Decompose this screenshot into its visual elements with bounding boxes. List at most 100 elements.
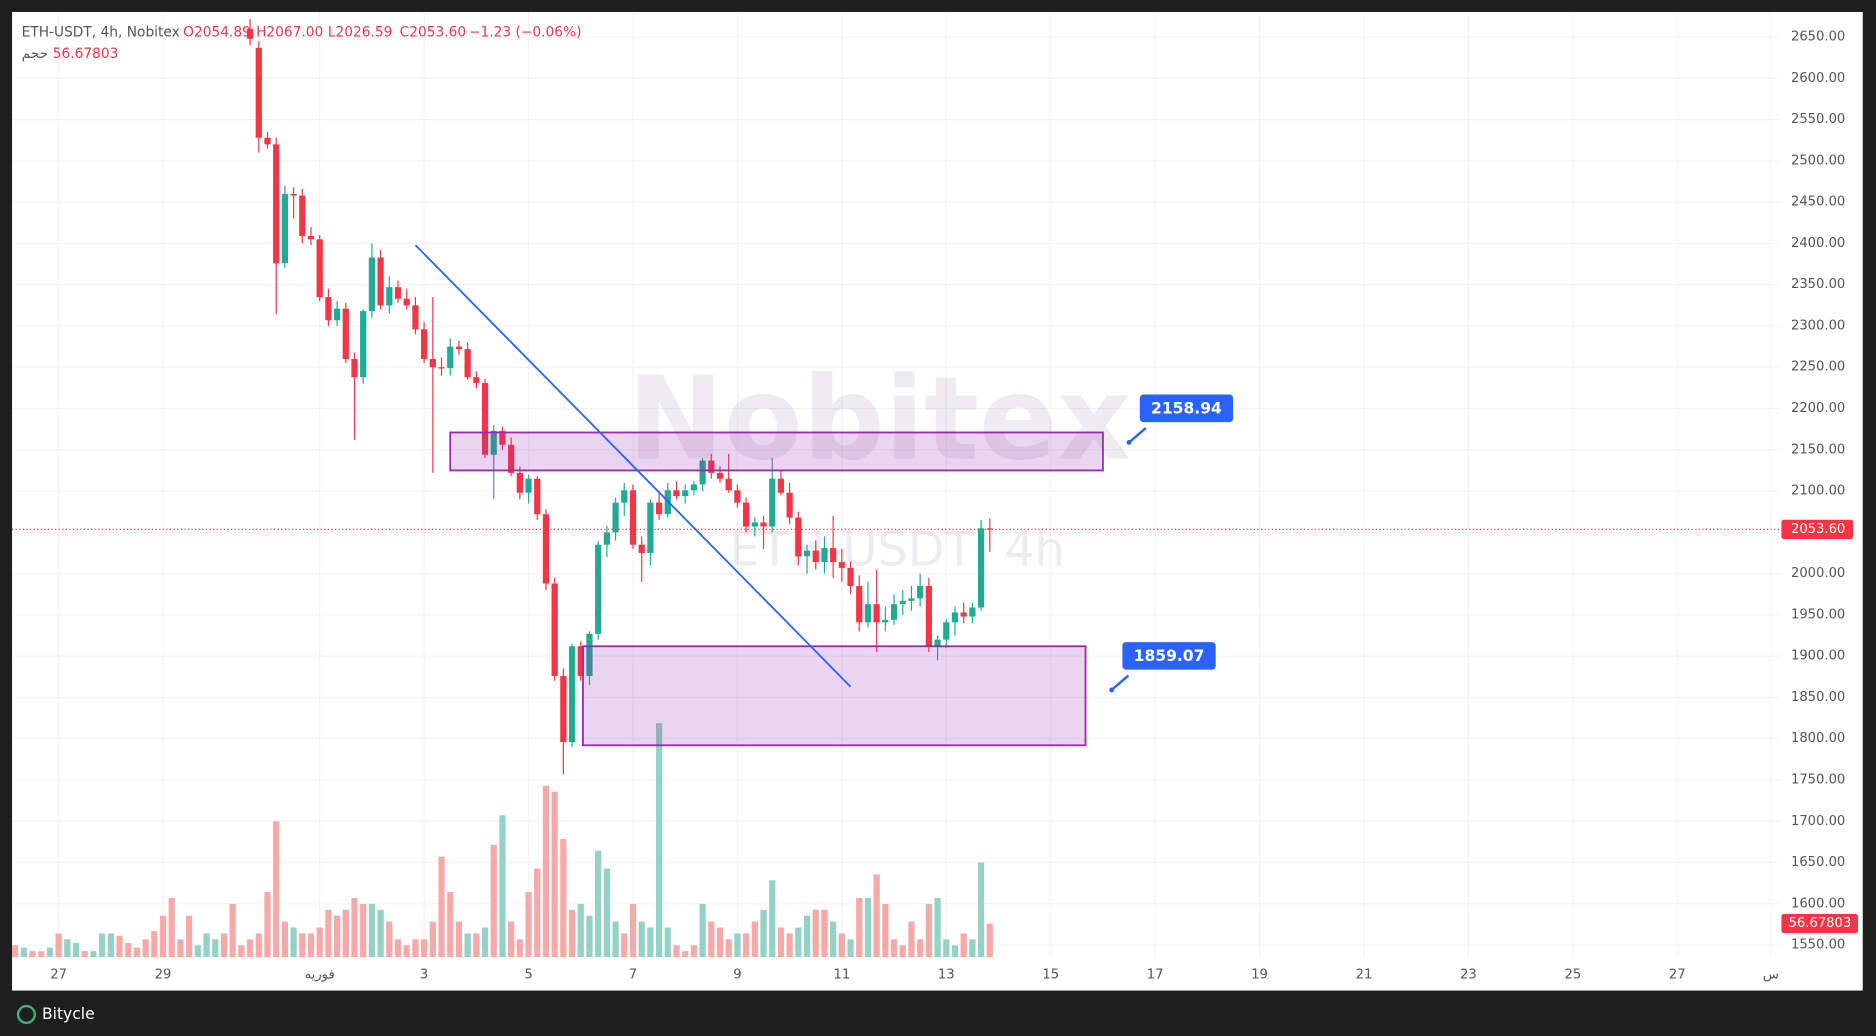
volume-bar (64, 939, 71, 958)
x-tick-label: 27 (1669, 967, 1686, 982)
x-tick-label: 17 (1147, 967, 1164, 982)
last-price-label: 2053.60 (1791, 522, 1845, 537)
candle-body (316, 239, 323, 298)
volume-bar (743, 933, 750, 958)
volume-bar (655, 723, 663, 958)
candle-body (734, 490, 741, 503)
volume-bar (360, 903, 367, 958)
candle-body (447, 346, 454, 369)
callout-pointer (1110, 674, 1130, 691)
volume-bar (560, 838, 567, 958)
candle-body (508, 444, 515, 473)
volume-bar (273, 821, 280, 958)
last-price-tag (1781, 519, 1854, 539)
candle-body (899, 600, 906, 605)
volume-bar (534, 868, 541, 958)
volume-bar (890, 939, 898, 958)
watermark-symbol: ETH-USDT, 4h (730, 523, 1065, 578)
volume-bar (281, 921, 288, 958)
candle-body (847, 567, 854, 586)
volume-bar (473, 933, 480, 958)
volume-bar (664, 927, 671, 958)
candle-body (595, 544, 602, 634)
candle-body (273, 144, 280, 264)
candle-body (716, 472, 724, 479)
y-tick-label: 2000.00 (1791, 566, 1845, 581)
candle-body (464, 349, 471, 378)
candle-body (499, 430, 506, 445)
candle-body (943, 622, 950, 640)
plot-area (12, 18, 993, 958)
candle-body (882, 619, 889, 623)
volume-bar (986, 923, 993, 958)
candle-body (951, 612, 959, 623)
volume-bar (490, 844, 497, 958)
footer-brand[interactable]: Bitycle (42, 1005, 95, 1023)
volume-bar (812, 909, 819, 958)
volume-bar (856, 897, 863, 958)
y-tick-label: 1550.00 (1791, 938, 1845, 953)
y-tick-label: 2500.00 (1791, 153, 1845, 168)
candle-body (986, 528, 993, 530)
candle-body (525, 478, 532, 493)
volume-bar (934, 897, 941, 958)
volume-bar (708, 921, 715, 958)
volume-bar (899, 945, 906, 958)
candle-body (760, 522, 767, 527)
y-tick-label: 2300.00 (1791, 318, 1845, 333)
volume-bar (55, 933, 62, 958)
x-tick-label: 9 (733, 967, 741, 982)
x-tick-label: 25 (1564, 967, 1581, 982)
volume-bar (81, 951, 88, 958)
volume-bar (438, 856, 445, 958)
volume-bar (142, 939, 149, 958)
candle-body (333, 308, 341, 321)
volume-bar (125, 942, 132, 958)
volume-bar (603, 868, 610, 958)
x-tick-label: 29 (155, 967, 172, 982)
volume-bar (612, 921, 619, 958)
volume-bar (786, 933, 793, 958)
candle-body (351, 358, 358, 378)
axes: 2650.00 2600.00 2550.00 2500.00 2450.00 2400.… (50, 30, 1858, 982)
candle-body (812, 550, 819, 563)
volume-bar (621, 933, 628, 958)
volume-bar (838, 933, 845, 958)
x-tick-label: 5 (524, 967, 532, 982)
candle-body (864, 604, 872, 623)
volume-bar (690, 945, 698, 958)
volume-bar (299, 933, 306, 958)
candle-body (725, 478, 732, 491)
legend-change: −1.23 (−0.06%) (469, 24, 581, 40)
volume-bar (699, 903, 706, 958)
volume-bar (821, 909, 828, 958)
volume-bar (751, 921, 758, 958)
volume-bar (542, 785, 550, 958)
candle-body (325, 297, 332, 321)
volume-bar (368, 903, 376, 958)
volume-bar (151, 931, 158, 958)
y-tick-label: 2650.00 (1791, 30, 1845, 45)
price-zone (449, 431, 1104, 472)
volume-bar (725, 939, 732, 958)
volume-bar (72, 942, 80, 958)
volume-bar (447, 892, 454, 958)
legend-open: O2054.89 (183, 24, 251, 40)
callout-label: 1859.07 (1134, 647, 1205, 665)
volume-bar (90, 951, 97, 958)
x-tick-label: 19 (1251, 967, 1268, 982)
volume-bar (342, 909, 349, 958)
x-tick-label: فوریه (305, 967, 335, 982)
callout-box (1122, 642, 1216, 670)
volume-bar (38, 951, 45, 958)
volume-bar (682, 951, 689, 958)
volume-bar (194, 945, 201, 958)
candle-body (638, 544, 645, 553)
x-tick-label: 27 (50, 967, 67, 982)
y-tick-label: 1850.00 (1791, 690, 1845, 705)
candle-body (473, 377, 480, 383)
candle-body (307, 235, 315, 240)
volume-bar (29, 951, 36, 958)
y-tick-label: 1650.00 (1791, 855, 1845, 870)
